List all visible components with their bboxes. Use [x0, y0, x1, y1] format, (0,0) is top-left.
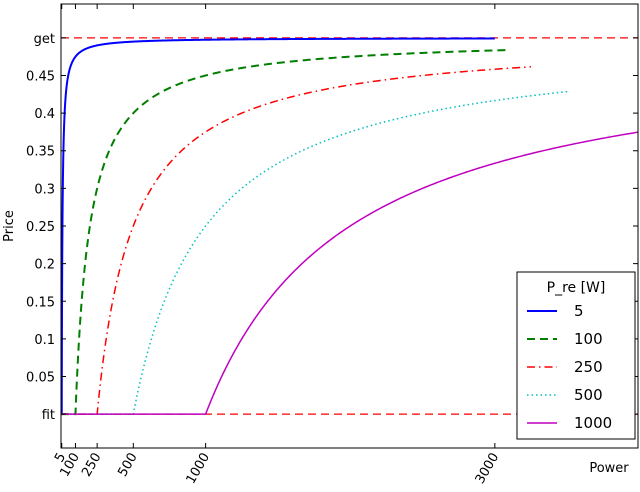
y-tick-label: get	[34, 32, 55, 47]
legend-label-250: 250	[574, 358, 603, 376]
series-line-1000	[61, 131, 638, 415]
series-line-100	[61, 49, 510, 416]
legend-items: 5 100 250 500 1000	[527, 302, 612, 432]
y-tick-label: 0.45	[26, 69, 55, 84]
legend: P_re [W] 5 100 250 500 1000	[516, 271, 636, 440]
legend-label-500: 500	[574, 386, 603, 404]
x-axis-label: Power	[589, 461, 629, 476]
series-line-500	[61, 90, 568, 415]
y-tick-label: 0.15	[26, 295, 55, 310]
x-tick-label: 1000	[184, 451, 214, 487]
legend-label-100: 100	[574, 330, 603, 348]
y-tick-label: fit	[42, 408, 55, 423]
legend-label-1000: 1000	[574, 414, 612, 432]
y-tick-label: 0.1	[34, 333, 55, 348]
y-tick-label: 0.2	[34, 258, 55, 273]
x-tick-label: 3000	[473, 451, 503, 487]
y-tick-label: 0.4	[34, 107, 55, 122]
x-tick-label: 250	[79, 451, 104, 480]
x-tick-label: 500	[115, 451, 140, 480]
y-tick-label: 0.05	[26, 371, 55, 386]
y-axis-label: Price	[2, 210, 17, 242]
series-line-5	[61, 37, 495, 416]
legend-box	[516, 271, 636, 440]
series-line-250	[61, 66, 532, 415]
y-axis: fit 0.05 0.1 0.15 0.2 0.25 0.3 0.35 0.4 0.45 get	[26, 32, 638, 423]
series-lines	[61, 37, 638, 416]
y-tick-label: 0.35	[26, 145, 55, 160]
legend-label-5: 5	[574, 302, 584, 320]
y-tick-label: 0.25	[26, 220, 55, 235]
legend-title: P_re [W]	[547, 280, 606, 296]
y-tick-label: 0.3	[34, 182, 55, 197]
